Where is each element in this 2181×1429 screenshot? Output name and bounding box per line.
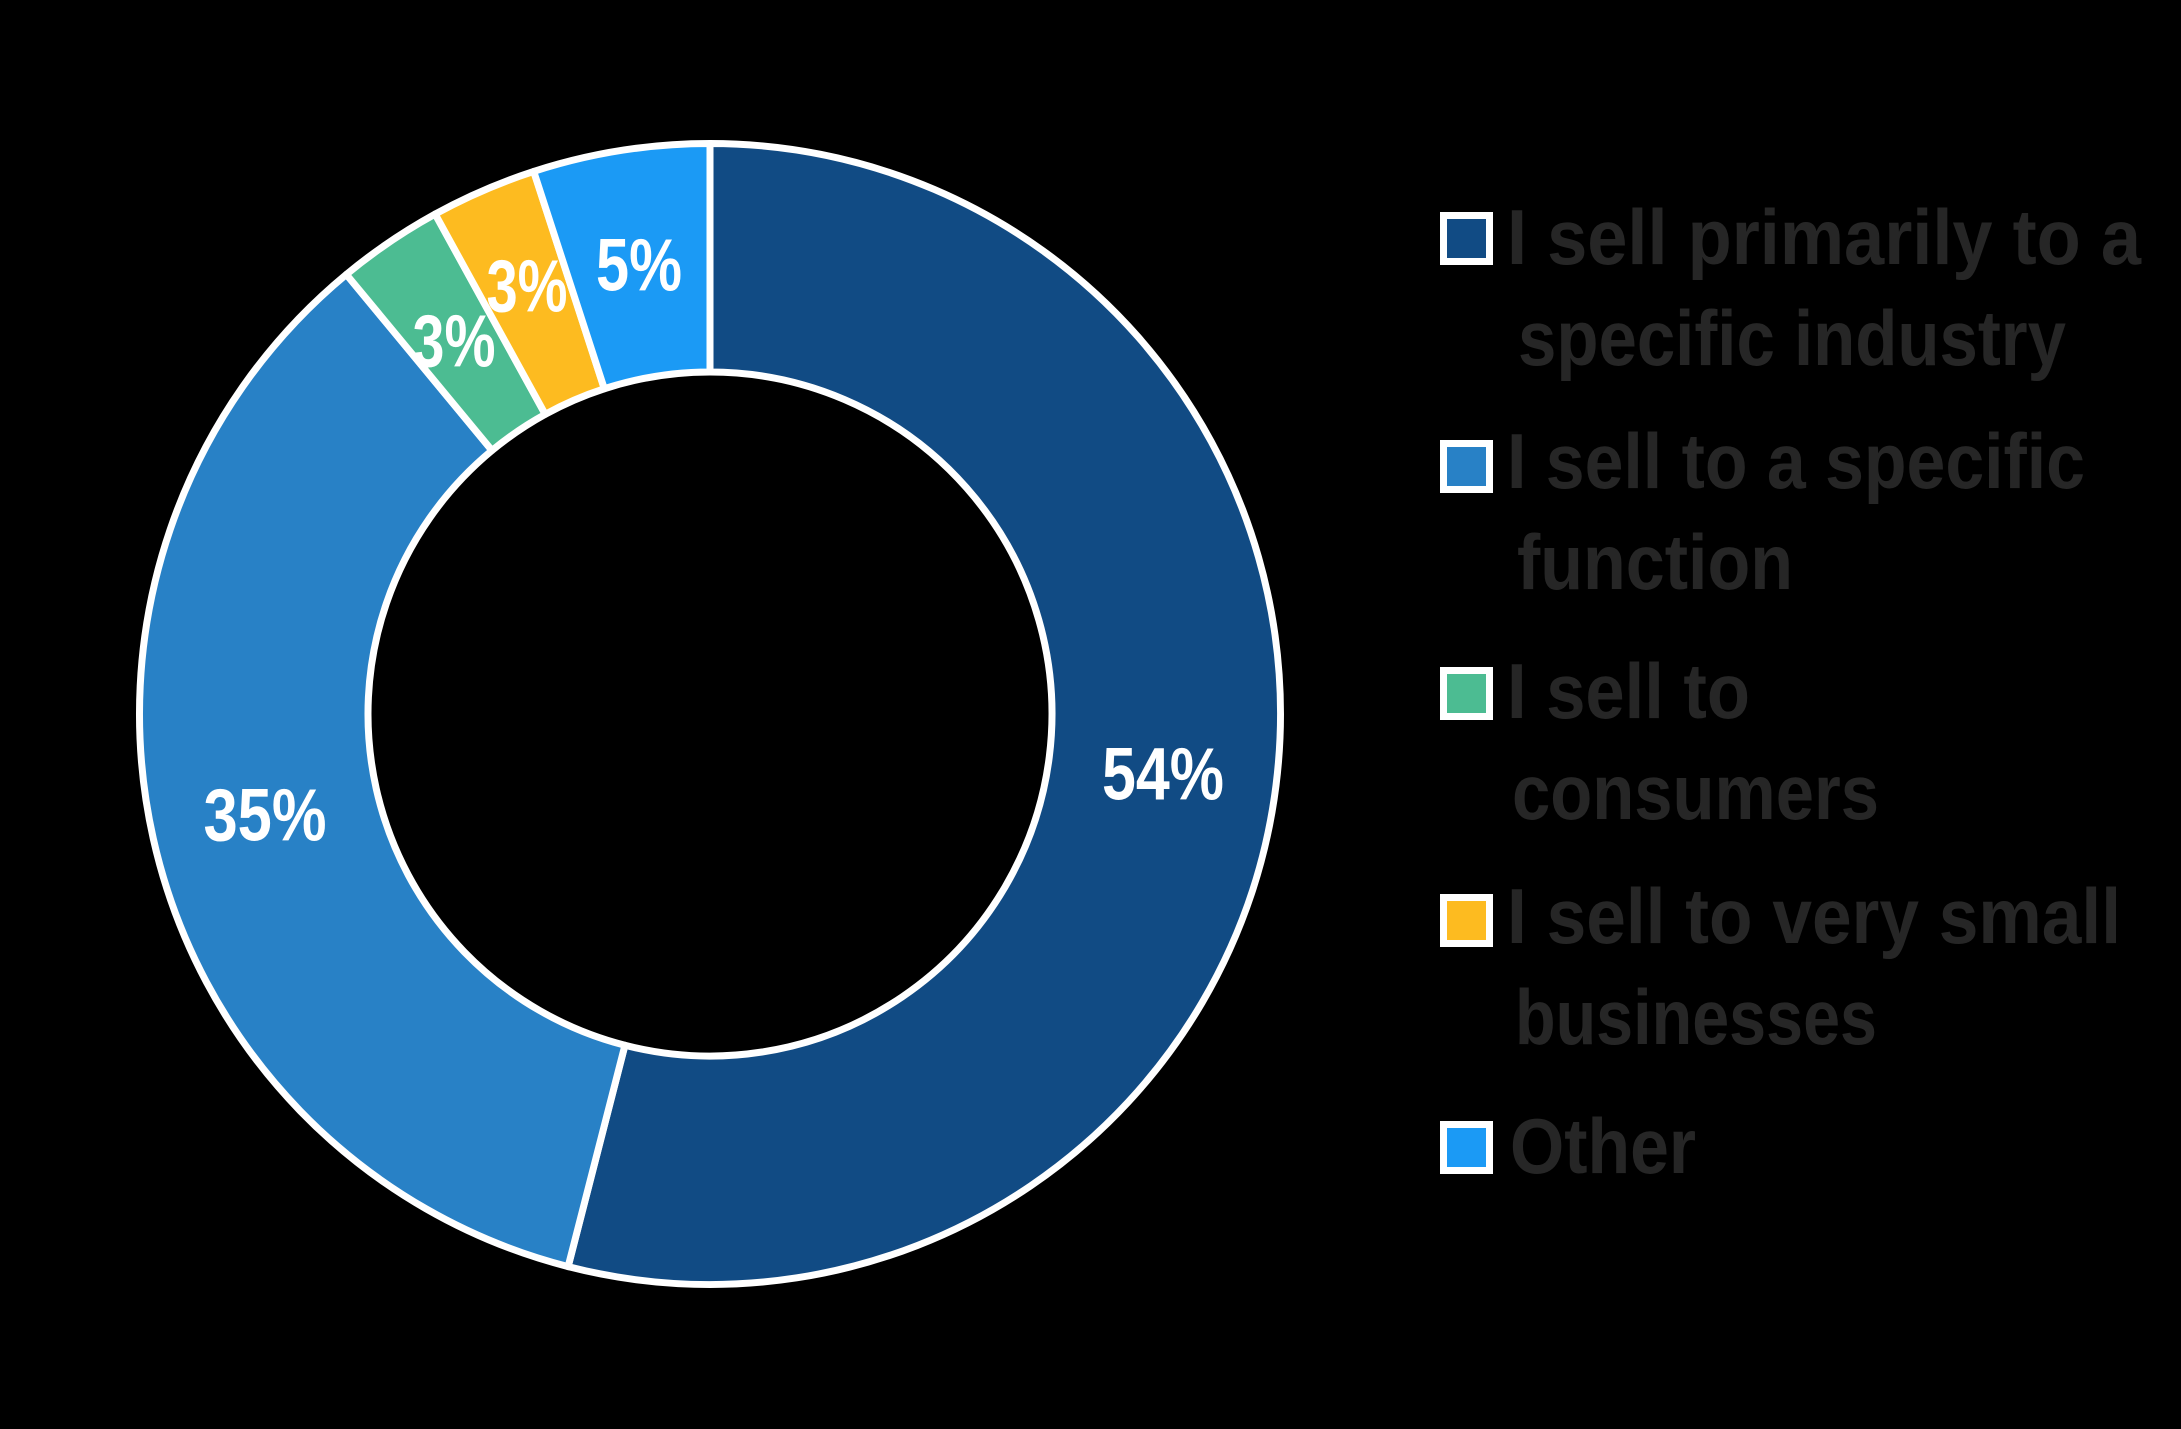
svg-text:35%: 35% [204, 774, 327, 857]
svg-text:businesses: businesses [1515, 973, 1877, 1061]
svg-text:I sell to a specific: I sell to a specific [1507, 417, 2085, 505]
svg-text:specific industry: specific industry [1518, 294, 2066, 382]
svg-text:54%: 54% [1102, 733, 1224, 816]
svg-text:I sell primarily to a: I sell primarily to a [1507, 193, 2142, 281]
svg-text:consumers: consumers [1512, 748, 1879, 836]
svg-text:3%: 3% [413, 300, 496, 383]
svg-text:5%: 5% [596, 224, 682, 307]
svg-text:function: function [1517, 518, 1793, 606]
svg-text:I sell to very small: I sell to very small [1507, 872, 2121, 960]
svg-text:Other: Other [1510, 1102, 1696, 1190]
svg-text:3%: 3% [487, 245, 568, 328]
svg-text:I sell to: I sell to [1507, 647, 1750, 735]
